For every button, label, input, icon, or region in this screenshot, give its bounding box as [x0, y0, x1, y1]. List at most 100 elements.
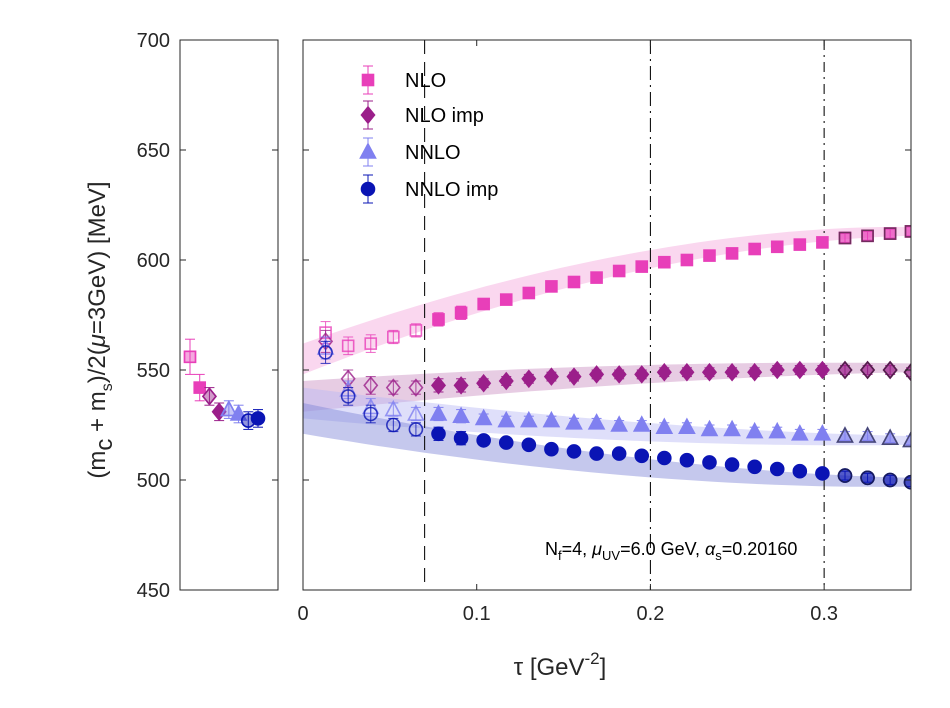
data-point-s2-21: [790, 424, 809, 441]
data-point-s1-22: [814, 360, 830, 380]
data-point-s0-5: [432, 313, 445, 326]
data-point-open-s2-4: [407, 404, 425, 421]
annot-mu-sub: UV: [602, 548, 620, 563]
y-label-part-4: =3GeV) [MeV]: [84, 181, 111, 334]
annot-alpha-sub: s: [715, 548, 722, 563]
axes: [179, 39, 912, 591]
side-point-0: [183, 350, 197, 364]
data-point-s0-18: [725, 247, 739, 260]
data-point-s1-8: [498, 371, 514, 391]
y-tick-label-2: 550: [137, 360, 170, 382]
data-point-open-s1-4: [408, 378, 424, 397]
data-point-s0-13: [612, 264, 626, 278]
data-point-s1-17: [701, 362, 718, 382]
data-point-s1-19: [747, 362, 763, 382]
data-point-s2-13: [610, 415, 628, 432]
legend: NLO NLO imp NNLO NNLO imp: [359, 65, 498, 204]
data-point-s2-12: [587, 413, 606, 430]
data-point-s2-20: [768, 421, 787, 439]
data-point-s2-11: [565, 413, 583, 430]
x-tick-label-0: 0: [297, 603, 308, 625]
data-point-open-s3-0: [318, 345, 333, 360]
data-point-s0-25: [883, 227, 897, 240]
y-label-part-2: + m: [84, 391, 111, 438]
data-point-open-s0-3: [387, 330, 400, 344]
data-point-edge-s2-24: [858, 426, 877, 443]
legend-label-nlo-imp: NLO imp: [405, 105, 484, 127]
data-point-s3-8: [498, 435, 514, 450]
data-point-s2-19: [745, 421, 764, 439]
x-axis-label: τ [GeV-2]: [514, 649, 607, 681]
data-point-open-s3-2: [363, 406, 379, 422]
data-point-s1-18: [724, 362, 740, 382]
x-label-close: ]: [600, 654, 607, 681]
data-point-s0-23: [838, 231, 852, 245]
data-point-s0-3: [388, 332, 399, 343]
data-point-s0-10: [545, 280, 558, 293]
y-axis-label: (mc + ms)/2(μ=3GeV) [MeV]: [84, 181, 118, 478]
data-point-s3-16: [679, 452, 695, 468]
data-point-edge-s0-24: [861, 229, 874, 243]
data-point-s1-7: [476, 373, 492, 393]
legend-marker-1: [360, 105, 376, 125]
tick-labels: 450 500 550 600 650 700 0 0.1 0.2 0.3: [137, 30, 911, 625]
data-point-s2-22: [813, 424, 832, 441]
data-point-s1-6: [453, 376, 469, 395]
data-point-open-s1-3: [385, 378, 401, 397]
data-point-edge-s0-23: [838, 231, 852, 245]
data-point-s1-13: [611, 365, 627, 384]
data-point-s0-20: [770, 240, 784, 254]
data-point-s3-21: [792, 463, 808, 479]
data-point-edge-s3-25: [882, 472, 898, 488]
legend-label-nnlo: NNLO: [405, 142, 461, 164]
legend-marker-3: [360, 181, 376, 197]
data-point-s3-18: [724, 457, 740, 472]
data-point-s0-7: [477, 297, 490, 311]
x-tick-label-1: 0.1: [463, 603, 491, 625]
data-point-s3-15: [657, 450, 672, 466]
data-point-s0-2: [365, 338, 376, 349]
data-point-s2-15: [655, 417, 674, 435]
y-label-part-1: (m: [84, 451, 111, 479]
data-point-s3-17: [702, 455, 717, 470]
side-axes-box: [179, 39, 279, 591]
legend-label-nlo: NLO: [405, 70, 446, 92]
data-point-s2-17: [700, 419, 719, 437]
data-point-s2-16: [678, 417, 696, 435]
y-label-part-3: )/2(: [84, 347, 111, 383]
data-point-open-s0-2: [364, 337, 378, 350]
data-point-edge-s3-23: [837, 468, 853, 483]
data-point-s3-20: [769, 461, 785, 477]
data-point-s0-4: [410, 325, 421, 336]
data-point-open-s3-1: [340, 389, 356, 404]
data-point-s3-19: [747, 459, 762, 475]
data-point-s0-17: [703, 249, 716, 262]
x-tick-label-2: 0.2: [637, 603, 665, 625]
side-point-2: [201, 387, 217, 406]
data-point-s1-16: [679, 362, 695, 382]
legend-label-nnlo-imp: NNLO imp: [405, 179, 498, 201]
annot-t3: =0.20160: [722, 539, 798, 559]
data-point-s2-14: [632, 415, 651, 432]
legend-marker-0: [361, 73, 375, 87]
data-point-open-s3-3: [386, 417, 401, 433]
data-point-edge-s0-25: [883, 227, 897, 240]
data-point-s3-7: [476, 433, 491, 448]
legend-marker-2: [359, 142, 377, 159]
annot-t2: =6.0 GeV,: [620, 539, 705, 559]
data-point-s3-6: [453, 430, 469, 446]
data-point-s2-9: [519, 410, 538, 428]
annot-t1: =4,: [562, 539, 593, 559]
data-point-s0-6: [454, 306, 468, 320]
data-point-s2-6: [452, 406, 470, 424]
data-point-s0-11: [567, 275, 581, 289]
data-point-s0-9: [522, 286, 536, 300]
parameter-annotation: Nf=4, μUV=6.0 GeV, αs=0.20160: [545, 539, 797, 563]
data-point-s3-22: [815, 466, 830, 481]
data-point-open-s0-1: [341, 339, 355, 353]
data-point-open-s1-2: [363, 376, 379, 395]
data-point-open-s0-4: [409, 324, 423, 337]
data-point-s2-5: [429, 404, 448, 421]
annot-n: N: [545, 539, 558, 559]
